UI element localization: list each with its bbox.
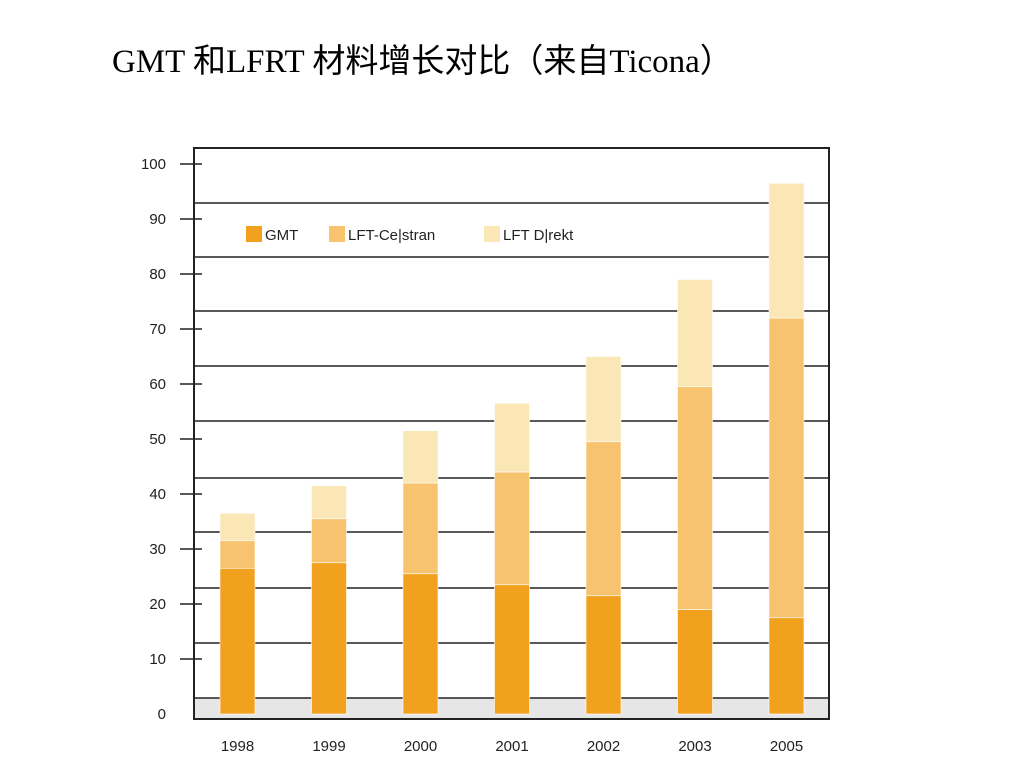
slide-title: GMT 和LFRT 材料增长对比（来自Ticona） [112,44,733,80]
legend-label-3: LFT D|rekt [503,227,574,244]
bar-lft-d-rekt-2005 [768,182,805,319]
y-tick-label: 0 [158,706,166,723]
y-tick-label: 20 [149,596,166,613]
bar-lft-ce-stran-2000 [402,482,439,575]
x-tick-label: 2003 [678,738,711,755]
y-tick-label: 70 [149,321,166,338]
legend-label-1: GMT [265,227,298,244]
bars [219,182,805,715]
x-tick-label: 2000 [404,738,437,755]
bar-lft-d-rekt-2002 [585,356,622,443]
legend-label-2: LFT-Ce|stran [348,227,435,244]
bar-lft-ce-stran-1999 [311,518,347,564]
legend-swatch-2 [329,226,345,242]
y-tick-label: 30 [149,541,166,558]
x-tick-label: 1999 [312,738,345,755]
x-axis-ticks: 1998 1999 2000 2001 2002 2003 2005 [221,738,803,755]
bar-gmt-1999 [311,562,347,715]
y-tick-label: 50 [149,431,166,448]
y-tick-label: 60 [149,376,166,393]
bar-lft-ce-stran-2005 [768,317,805,619]
bar-lft-ce-stran-1998 [219,540,256,569]
y-tick-label: 90 [149,211,166,228]
plot-border [193,147,830,720]
bar-gmt-2003 [677,609,713,715]
bar-lft-ce-stran-2003 [677,386,713,610]
y-tick-label: 100 [141,156,166,173]
bar-lft-d-rekt-1998 [219,512,256,542]
legend-swatch-3 [484,226,500,242]
bar-lft-ce-stran-2001 [494,471,530,586]
bar-lft-d-rekt-2001 [494,402,530,473]
plot-frame [193,147,830,720]
bar-gmt-2005 [768,617,805,715]
y-tick-label: 40 [149,486,166,503]
bar-lft-ce-stran-2002 [585,441,622,597]
bar-gmt-1998 [219,567,256,715]
y-tick-label: 10 [149,651,166,668]
y-axis-ticks: 0 10 20 30 40 50 60 70 80 90 100 [141,156,202,723]
bar-lft-d-rekt-1999 [311,485,347,520]
bar-gmt-2000 [402,573,439,715]
legend-swatch-1 [246,226,262,242]
x-tick-label: 2001 [495,738,528,755]
bar-gmt-2001 [494,584,530,715]
bar-lft-d-rekt-2000 [402,430,439,484]
x-tick-label: 2002 [587,738,620,755]
x-tick-label: 2005 [770,738,803,755]
bar-lft-d-rekt-2003 [677,279,713,388]
bar-gmt-2002 [585,595,622,715]
x-tick-label: 1998 [221,738,254,755]
y-tick-label: 80 [149,266,166,283]
legend: GMT LFT-Ce|stran LFT D|rekt [246,226,574,244]
